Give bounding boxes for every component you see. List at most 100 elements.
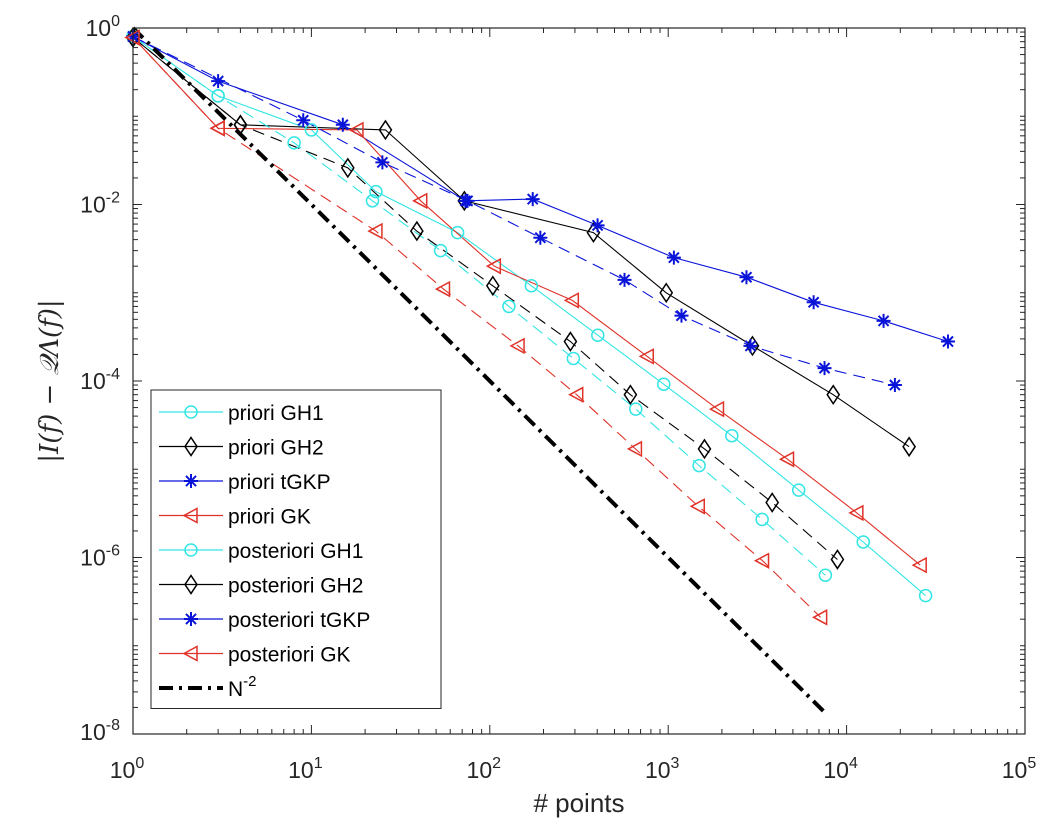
data-point xyxy=(434,280,451,298)
data-point xyxy=(485,275,500,297)
legend-label: posteriori GH1 xyxy=(228,540,363,563)
x-tick-label: 102 xyxy=(467,755,502,783)
data-point xyxy=(304,123,319,137)
legend-marker xyxy=(184,574,198,595)
data-point xyxy=(563,292,580,309)
data-point xyxy=(826,384,841,406)
series-line-8 xyxy=(132,37,821,618)
legend-marker xyxy=(184,543,198,557)
series-lines xyxy=(131,26,949,714)
legend-marker xyxy=(184,474,198,488)
legend-label: priori GH1 xyxy=(228,402,324,425)
legend-label: priori GH2 xyxy=(228,437,324,460)
y-tick-labels: 100 10-2 10-4 10-6 10-8 xyxy=(80,13,120,745)
legend-label: posteriori tGKP xyxy=(228,609,370,632)
series-line-5 xyxy=(132,36,826,576)
data-point xyxy=(918,588,933,603)
legend-label: priori GK xyxy=(228,506,311,529)
data-point xyxy=(568,386,584,403)
data-point xyxy=(296,113,311,128)
data-point xyxy=(617,272,632,287)
data-point xyxy=(335,117,350,132)
data-point xyxy=(725,428,739,443)
data-point xyxy=(674,308,689,323)
data-point xyxy=(365,194,380,208)
data-point xyxy=(623,384,638,406)
x-tick-label: 104 xyxy=(823,755,858,783)
data-point xyxy=(485,257,502,275)
legend-box xyxy=(150,389,442,709)
data-point xyxy=(638,348,654,365)
data-point xyxy=(509,337,525,355)
data-point xyxy=(689,498,706,515)
x-axis-label: # points xyxy=(533,788,624,818)
data-point xyxy=(806,295,821,310)
data-point xyxy=(524,279,539,293)
x-tick-labels: 100 101 102 103 104 105 xyxy=(110,755,1037,783)
legend-marker xyxy=(182,645,198,662)
data-point xyxy=(409,220,424,242)
data-point xyxy=(209,120,225,137)
data-point xyxy=(708,400,725,418)
series-line-4 xyxy=(132,37,921,566)
legend-label: posteriori GH2 xyxy=(228,575,363,598)
series-line-2 xyxy=(132,37,910,448)
data-point xyxy=(211,74,226,89)
axis-ticks xyxy=(132,28,1025,735)
legend-label: priori tGKP xyxy=(228,471,331,494)
data-point xyxy=(525,192,540,207)
data-point xyxy=(378,119,393,141)
y-tick-label: 10-8 xyxy=(80,717,120,745)
data-point xyxy=(856,535,870,549)
series-markers xyxy=(124,27,955,626)
data-point xyxy=(697,438,712,460)
data-point xyxy=(629,402,643,416)
data-point xyxy=(450,225,465,240)
data-point xyxy=(590,218,605,233)
series-line-6 xyxy=(132,37,838,560)
data-point xyxy=(876,313,891,328)
data-point xyxy=(340,157,355,179)
data-point xyxy=(591,328,605,342)
data-point xyxy=(692,458,706,473)
data-point xyxy=(211,89,225,103)
y-axis-label: |I(f) − 𝒬Λ(f)| xyxy=(35,299,65,462)
y-tick-label: 10-2 xyxy=(80,190,120,218)
data-point xyxy=(765,492,780,513)
data-point xyxy=(367,222,383,240)
y-tick-label: 10-4 xyxy=(80,366,120,394)
data-point xyxy=(460,193,475,208)
data-point xyxy=(502,299,516,314)
data-point xyxy=(287,136,301,150)
data-point xyxy=(348,121,364,139)
legend-marker xyxy=(184,405,198,419)
legend-marker xyxy=(184,612,198,626)
data-point xyxy=(533,230,548,245)
data-point xyxy=(902,436,917,458)
y-tick-label: 10-6 xyxy=(80,543,120,571)
legend-marker xyxy=(184,436,198,457)
data-point xyxy=(369,184,383,199)
data-point xyxy=(233,114,248,136)
plot-frame xyxy=(132,27,1026,735)
data-point xyxy=(940,334,955,349)
data-point xyxy=(743,338,758,353)
legend: priori GH1 priori GH2 priori tGKP priori GK… xyxy=(150,389,442,709)
x-tick-label: 101 xyxy=(288,755,323,783)
data-point xyxy=(887,378,902,393)
data-point xyxy=(656,377,671,391)
data-point xyxy=(626,440,643,458)
data-point xyxy=(666,250,681,265)
data-point xyxy=(778,450,795,468)
x-tick-label: 103 xyxy=(645,755,680,783)
legend-label: posteriori GK xyxy=(228,644,351,667)
data-point xyxy=(753,552,770,569)
data-point xyxy=(791,483,806,497)
x-tick-label: 105 xyxy=(1002,755,1037,783)
series-line-1 xyxy=(132,36,926,597)
data-point xyxy=(848,504,864,522)
data-point xyxy=(566,351,581,366)
data-point xyxy=(812,609,828,626)
data-point xyxy=(818,568,833,582)
